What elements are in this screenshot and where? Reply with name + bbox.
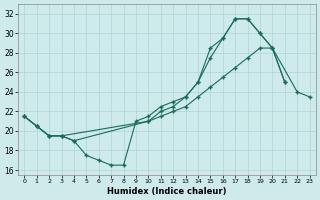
- X-axis label: Humidex (Indice chaleur): Humidex (Indice chaleur): [107, 187, 227, 196]
